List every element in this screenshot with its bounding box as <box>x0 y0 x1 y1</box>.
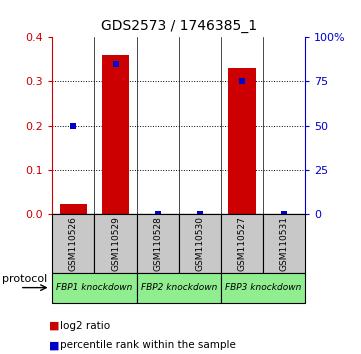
Text: ■: ■ <box>49 340 59 350</box>
Bar <box>95 214 136 273</box>
Bar <box>221 214 263 273</box>
Bar <box>102 55 129 214</box>
Bar <box>221 273 305 303</box>
Point <box>70 123 76 129</box>
Point <box>197 211 203 217</box>
Bar <box>136 273 221 303</box>
Text: FBP2 knockdown: FBP2 knockdown <box>140 283 217 292</box>
Text: GSM110526: GSM110526 <box>69 216 78 271</box>
Text: GSM110527: GSM110527 <box>238 216 246 271</box>
Text: log2 ratio: log2 ratio <box>60 321 110 331</box>
Text: GSM110529: GSM110529 <box>111 216 120 271</box>
Point <box>281 211 287 217</box>
Text: FBP1 knockdown: FBP1 knockdown <box>56 283 132 292</box>
Text: protocol: protocol <box>2 274 47 284</box>
Bar <box>52 214 95 273</box>
Point <box>113 61 118 67</box>
Bar <box>228 68 256 214</box>
Bar <box>60 205 87 214</box>
Bar <box>179 214 221 273</box>
Text: GSM110531: GSM110531 <box>279 216 288 271</box>
Bar <box>263 214 305 273</box>
Point <box>239 79 245 84</box>
Title: GDS2573 / 1746385_1: GDS2573 / 1746385_1 <box>101 19 257 33</box>
Text: ■: ■ <box>49 321 59 331</box>
Text: GSM110528: GSM110528 <box>153 216 162 271</box>
Bar <box>136 214 179 273</box>
Point <box>155 211 161 217</box>
Bar <box>52 273 136 303</box>
Text: GSM110530: GSM110530 <box>195 216 204 271</box>
Text: FBP3 knockdown: FBP3 knockdown <box>225 283 301 292</box>
Text: percentile rank within the sample: percentile rank within the sample <box>60 340 235 350</box>
